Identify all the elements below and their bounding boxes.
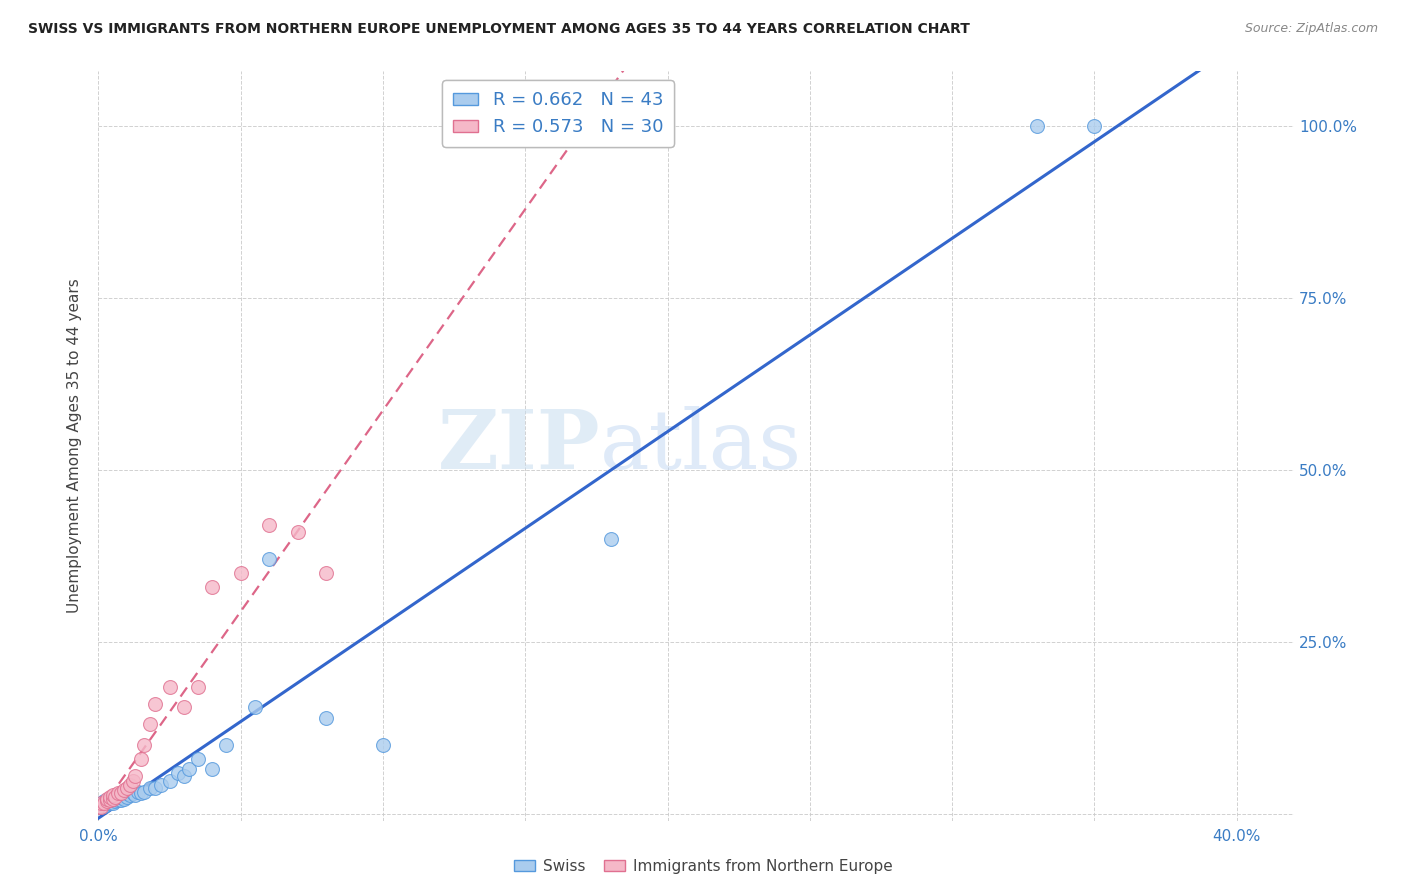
Point [110,793,132,807]
Point [201,580,224,594]
Point [315,710,337,724]
Point [287,524,309,539]
Point [96,794,118,808]
Point [110,789,132,804]
Point [93,798,115,813]
Point [96,793,118,807]
Text: SWISS VS IMMIGRANTS FROM NORTHERN EUROPE UNEMPLOYMENT AMONG AGES 35 TO 44 YEARS : SWISS VS IMMIGRANTS FROM NORTHERN EUROPE… [28,22,970,37]
Point [104,794,127,808]
Point [132,785,155,799]
Point [115,789,138,804]
Point [173,700,195,714]
Point [173,769,195,783]
Point [127,785,149,799]
Point [187,680,209,694]
Point [371,738,394,752]
Point [124,769,146,783]
Legend: R = 0.662   N = 43, R = 0.573   N = 30: R = 0.662 N = 43, R = 0.573 N = 30 [441,80,673,147]
Point [124,788,146,802]
Point [101,791,124,805]
Point [93,794,115,808]
Point [159,680,181,694]
Point [315,566,337,581]
Point [179,762,201,776]
Point [87,800,110,814]
Point [104,791,127,805]
Point [257,518,280,533]
Point [138,780,160,795]
Point [115,786,138,800]
Point [110,786,132,800]
Point [101,788,124,802]
Point [229,566,252,581]
Point [112,791,135,805]
Point [112,782,135,797]
Point [118,778,141,792]
Point [201,762,224,776]
Point [107,793,129,807]
Point [143,697,166,711]
Point [101,793,124,807]
Point [1026,120,1049,134]
Point [150,778,173,792]
Point [129,786,152,800]
Y-axis label: Unemployment Among Ages 35 to 44 years: Unemployment Among Ages 35 to 44 years [67,278,83,614]
Point [159,773,181,788]
Point [118,788,141,802]
Point [107,789,129,804]
Point [98,793,121,807]
Point [90,797,112,811]
Point [257,552,280,566]
Text: atlas: atlas [600,406,803,486]
Point [187,752,209,766]
Point [143,780,166,795]
Point [243,700,266,714]
Point [132,738,155,752]
Legend: Swiss, Immigrants from Northern Europe: Swiss, Immigrants from Northern Europe [508,853,898,880]
Point [115,780,138,795]
Point [167,765,190,780]
Text: ZIP: ZIP [437,406,600,486]
Point [121,773,143,788]
Point [90,797,112,811]
Point [93,797,115,811]
Point [98,793,121,807]
Point [138,717,160,731]
Point [129,752,152,766]
Point [215,738,238,752]
Point [1083,120,1105,134]
Point [96,797,118,811]
Point [98,789,121,804]
Point [101,797,124,811]
Text: Source: ZipAtlas.com: Source: ZipAtlas.com [1244,22,1378,36]
Point [107,786,129,800]
Point [90,800,112,814]
Point [98,797,121,811]
Point [121,786,143,800]
Point [599,532,621,546]
Point [87,800,110,814]
Point [104,789,127,804]
Point [90,800,112,814]
Point [96,791,118,805]
